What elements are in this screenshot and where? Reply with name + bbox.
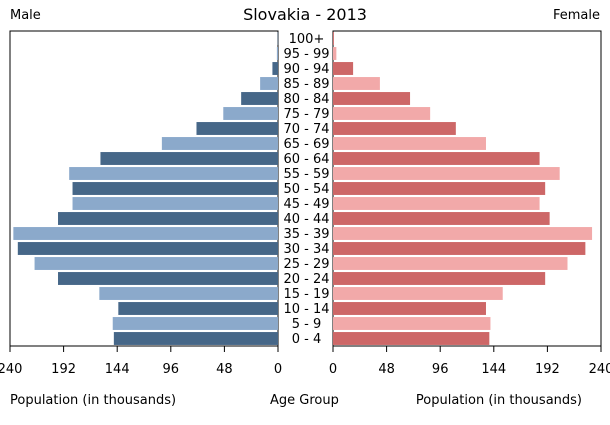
age-group-label: 25 - 29 (283, 257, 329, 272)
male-tick-label: 96 (163, 362, 180, 377)
female-tick-label: 48 (378, 362, 395, 377)
female-bar (333, 257, 568, 270)
female-tick-label: 96 (432, 362, 449, 377)
male-bar (118, 302, 278, 315)
age-group-label: 50 - 54 (283, 182, 329, 197)
age-group-label: 30 - 34 (283, 242, 329, 257)
age-group-label: 10 - 14 (283, 302, 329, 317)
age-group-label: 35 - 39 (283, 227, 329, 242)
female-bar (333, 272, 546, 285)
age-group-label: 45 - 49 (283, 197, 329, 212)
male-bar (17, 242, 279, 255)
male-label: Male (10, 8, 41, 23)
age-group-label: 85 - 89 (283, 77, 329, 92)
male-tick-label: 0 (274, 362, 282, 377)
age-group-label: 70 - 74 (283, 122, 329, 137)
female-bar (333, 32, 334, 45)
male-bar (72, 182, 279, 195)
male-bar (69, 167, 278, 180)
age-group-label: 100+ (289, 32, 325, 47)
female-bar (333, 197, 540, 210)
x-axis-label-female: Population (in thousands) (415, 393, 582, 408)
x-axis-label-male: Population (in thousands) (10, 393, 177, 408)
age-group-label: 0 - 4 (292, 332, 322, 347)
male-bar (58, 212, 279, 225)
female-bar (333, 122, 456, 135)
female-bar (333, 107, 431, 120)
female-bar (333, 47, 337, 60)
male-bar (161, 137, 278, 150)
male-bar (277, 32, 279, 45)
age-group-label: 40 - 44 (283, 212, 329, 227)
x-axis-label-age-group: Age Group (270, 393, 339, 408)
male-bar (113, 332, 278, 345)
chart-title: Slovakia - 2013 (243, 5, 367, 24)
male-bar (13, 227, 278, 240)
age-group-label: 5 - 9 (292, 317, 322, 332)
male-bar (196, 122, 278, 135)
female-tick-label: 0 (329, 362, 337, 377)
male-tick-label: 48 (216, 362, 233, 377)
female-bar (333, 287, 503, 300)
male-bar (260, 77, 278, 90)
male-bar (72, 197, 279, 210)
male-bar (223, 107, 278, 120)
age-group-label: 20 - 24 (283, 272, 329, 287)
female-bar (333, 77, 380, 90)
female-bar (333, 302, 486, 315)
age-group-label: 90 - 94 (283, 62, 329, 77)
age-group-label: 65 - 69 (283, 137, 329, 152)
male-tick-label: 144 (105, 362, 130, 377)
male-tick-label: 192 (51, 362, 76, 377)
female-tick-label: 240 (589, 362, 610, 377)
female-bar (333, 332, 490, 345)
male-bar (99, 287, 278, 300)
age-group-label: 80 - 84 (283, 92, 329, 107)
female-bar (333, 152, 540, 165)
age-group-label: 60 - 64 (283, 152, 329, 167)
male-bar (241, 92, 278, 105)
male-bar (100, 152, 278, 165)
age-group-label: 55 - 59 (283, 167, 329, 182)
male-bar (112, 317, 278, 330)
female-tick-label: 144 (481, 362, 506, 377)
female-tick-label: 192 (535, 362, 560, 377)
male-bar (58, 272, 279, 285)
male-bar (272, 62, 278, 75)
female-bar (333, 182, 546, 195)
male-bar (276, 47, 278, 60)
female-bar (333, 167, 560, 180)
female-bar (333, 62, 354, 75)
age-group-label: 75 - 79 (283, 107, 329, 122)
female-bar (333, 137, 486, 150)
female-bar (333, 317, 491, 330)
female-bar (333, 92, 411, 105)
female-bar (333, 212, 550, 225)
male-bar (34, 257, 278, 270)
female-bar (333, 242, 586, 255)
age-group-label: 95 - 99 (283, 47, 329, 62)
male-tick-label: 240 (0, 362, 22, 377)
female-bar (333, 227, 593, 240)
female-label: Female (552, 8, 600, 23)
age-group-label: 15 - 19 (283, 287, 329, 302)
